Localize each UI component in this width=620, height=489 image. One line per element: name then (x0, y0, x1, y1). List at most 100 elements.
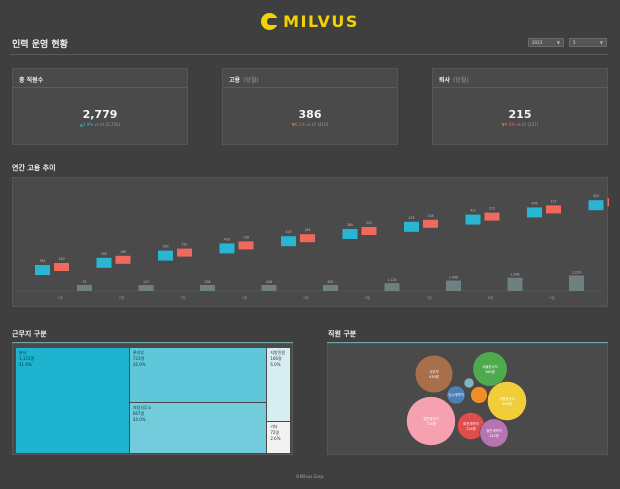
bubble-panel: 일반정규직 724명 사무직 430명 서울본사직 360명 사원정규직 463명 파견계약직 2… (327, 343, 608, 455)
treemap-cell-name: 기타 (270, 423, 278, 429)
month-select-value: 5 (573, 40, 576, 45)
total-bar (507, 277, 523, 291)
hire-data-label: 433 (408, 216, 414, 220)
treemap-cell-name: 지방민원 (270, 350, 286, 355)
leave-data-label: 223 (366, 221, 372, 225)
kpi-card-header: 고용 (당월) (223, 69, 397, 88)
leave-bar (115, 255, 131, 264)
total-data-label: 75 (82, 280, 86, 284)
trend-section-title: 연간 고용 추이 (12, 164, 56, 172)
bubble-name-label: 사무직 (429, 369, 438, 374)
kpi-delta: ▼9.3% vs LY (237) (433, 122, 607, 127)
hire-bar (342, 229, 358, 239)
milvus-logo-icon (261, 12, 279, 30)
treemap-cell: 기타 72명 2.6% (267, 421, 290, 453)
total-bar (384, 283, 400, 291)
kpi-delta: ▼6.1% vs LY (410) (223, 122, 397, 127)
leave-data-label: 215 (550, 199, 556, 203)
treemap-cell-pct: 24.0% (132, 417, 146, 423)
x-tick-label: 5월 (303, 295, 308, 300)
hire-data-label: 380 (347, 223, 353, 227)
total-bar (77, 285, 92, 291)
leave-data-label: 189 (120, 250, 126, 254)
leave-data-label: 215 (489, 207, 495, 211)
treemap-cell: 지방민원 166명 6.0% (267, 348, 290, 421)
total-data-label: 408 (266, 280, 272, 284)
treemap-cell: 본사 1,151명 41.4% (16, 348, 129, 453)
job-section-title: 직원 구분 (328, 330, 357, 338)
treemap-panel: 본사 1,151명 41.4% 관리부 723명 26.0% 지방사무소 667명 24.0% 지… (12, 343, 293, 455)
total-bar (569, 275, 584, 291)
year-select[interactable]: 2023 ▼ (528, 38, 564, 47)
bubble (414, 354, 454, 394)
leave-bar (607, 198, 620, 207)
total-data-label: 147 (143, 280, 149, 284)
chevron-down-icon: ▼ (599, 40, 603, 45)
trend-chart-panel: 381 140 75 1월 300 189 147 2월 350 191 238 3월 410 158 40… (12, 177, 620, 307)
total-bar (446, 280, 461, 291)
bubble (406, 396, 456, 446)
kpi-title: 퇴사 (439, 77, 451, 84)
kpi-value: 386 (298, 108, 322, 121)
treemap-cell-count: 667명 (132, 411, 145, 417)
hire-data-label: 350 (162, 245, 168, 249)
kpi-card-hire: 고용 (당월) 386 ▼6.1% vs LY (410) (222, 68, 398, 145)
leave-data-label: 191 (181, 243, 187, 247)
kpi-delta-pct: ▼9.3% (501, 122, 516, 127)
leave-bar (177, 248, 192, 257)
hire-bar (158, 250, 173, 261)
month-select[interactable]: 5 ▼ (569, 38, 607, 47)
treemap-cell-name: 지방사무소 (132, 405, 152, 411)
x-tick-label: 1월 (57, 295, 62, 300)
chevron-down-icon: ▼ (556, 40, 560, 45)
kpi-delta-pct: ▼6.1% (291, 122, 306, 127)
bubble-count-label: 430명 (429, 374, 439, 379)
hire-bar (527, 207, 542, 218)
treemap-cell-count: 1,151명 (19, 356, 35, 361)
hire-bar (465, 214, 481, 225)
bubble-name-label: 사원정규직 (499, 396, 515, 401)
x-tick-label: 6월 (365, 295, 370, 300)
total-bar (261, 285, 277, 291)
kpi-unit: (당월) (453, 77, 469, 84)
treemap-cell: 관리부 723명 26.0% (129, 348, 267, 403)
hire-data-label: 412 (470, 209, 476, 213)
total-bar (138, 285, 154, 291)
kpi-delta: ▲4.9% vs LY (2,750) (13, 122, 187, 127)
bubble-name-label: 서울본사직 (482, 364, 498, 369)
bubble-count-label: 242명 (489, 433, 499, 438)
kpi-value: 215 (508, 108, 532, 121)
hire-data-label: 410 (224, 237, 230, 241)
brand-name: MILVUS (283, 11, 359, 31)
kpi-delta-pct: ▲4.9% (79, 122, 94, 127)
bubble (479, 418, 509, 448)
total-data-label: 1,498 (449, 276, 458, 280)
bubble-count-label: 360명 (485, 369, 495, 374)
x-tick-label: 4월 (242, 295, 247, 300)
x-tick-label: 2월 (119, 295, 124, 300)
leave-bar (423, 219, 438, 228)
treemap-cell-pct: 2.6% (270, 435, 281, 441)
hire-data-label: 436 (531, 201, 537, 205)
footer: ©Milvus Corp. (295, 474, 325, 479)
x-tick-label: 3월 (180, 295, 185, 300)
bubble (472, 351, 508, 387)
leave-data-label: 158 (243, 235, 249, 239)
treemap-cell-pct: 6.0% (270, 362, 281, 367)
kpi-card-header: 퇴사 (당월) (433, 69, 607, 88)
hire-bar (281, 236, 296, 247)
page-title: 인력 운영 현황 (12, 40, 68, 50)
leave-data-label: 218 (427, 214, 433, 218)
treemap-cell-pct: 26.0% (132, 362, 146, 367)
leave-bar (361, 227, 377, 235)
kpi-card-leave: 퇴사 (당월) 215 ▼9.3% vs LY (237) (432, 68, 608, 145)
hire-data-label: 425 (285, 230, 291, 234)
bubble-name-label: 일반계약직 (486, 428, 502, 433)
kpi-card-header: 총 직원수 (13, 69, 187, 88)
bubble-count-label: 224명 (466, 426, 476, 431)
total-bar (200, 285, 215, 291)
bubble (487, 381, 527, 421)
bubble-name-label: 임시계약직 (448, 392, 464, 397)
bubble-count-label: 463명 (502, 401, 512, 406)
bubble-count-label: 724명 (426, 421, 436, 426)
